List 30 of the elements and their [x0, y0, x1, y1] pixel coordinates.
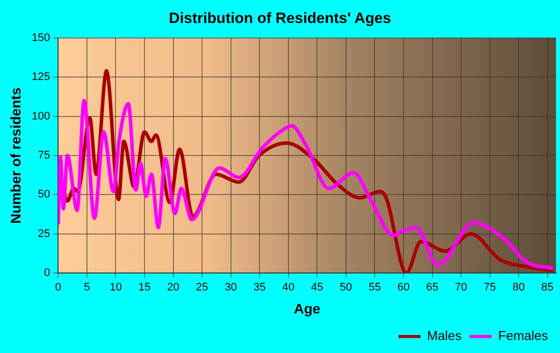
x-tick-label: 20: [167, 282, 180, 294]
x-tick-label: 60: [397, 282, 410, 294]
y-axis-title: Number of residents: [7, 87, 24, 224]
x-tick-label: 10: [110, 282, 122, 294]
x-tick-label: 65: [426, 282, 438, 294]
x-tick-label: 0: [55, 282, 62, 294]
x-tick-label: 30: [224, 282, 237, 294]
x-tick-label: 75: [484, 282, 496, 294]
legend-label: Females: [498, 328, 548, 344]
x-tick-label: 15: [138, 282, 151, 294]
y-tick-label: 75: [38, 150, 50, 162]
y-tick-label: 125: [32, 71, 50, 84]
y-tick-label: 50: [38, 188, 50, 201]
x-tick-label: 50: [340, 282, 352, 294]
y-tick-label: 0: [44, 267, 50, 280]
x-tick-label: 40: [282, 282, 294, 294]
chart-title: Distribution of Residents' Ages: [168, 10, 392, 28]
x-axis-title: Age: [294, 300, 321, 316]
legend-label: Males: [426, 328, 462, 344]
x-tick-label: 80: [512, 282, 525, 294]
x-tick-label: 5: [84, 282, 90, 294]
y-tick-label: 100: [32, 110, 50, 122]
x-tick-label: 45: [311, 282, 324, 294]
x-tick-label: 35: [253, 282, 266, 294]
x-tick-label: 70: [454, 282, 468, 294]
x-tick-label: 55: [368, 282, 381, 294]
y-tick-label: 25: [38, 228, 50, 240]
x-tick-label: 85: [541, 282, 554, 294]
x-tick-label: 25: [196, 282, 208, 294]
y-tick-label: 150: [32, 32, 50, 44]
